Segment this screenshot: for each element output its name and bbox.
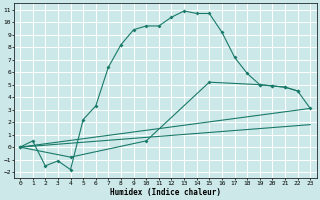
X-axis label: Humidex (Indice chaleur): Humidex (Indice chaleur): [110, 188, 220, 197]
